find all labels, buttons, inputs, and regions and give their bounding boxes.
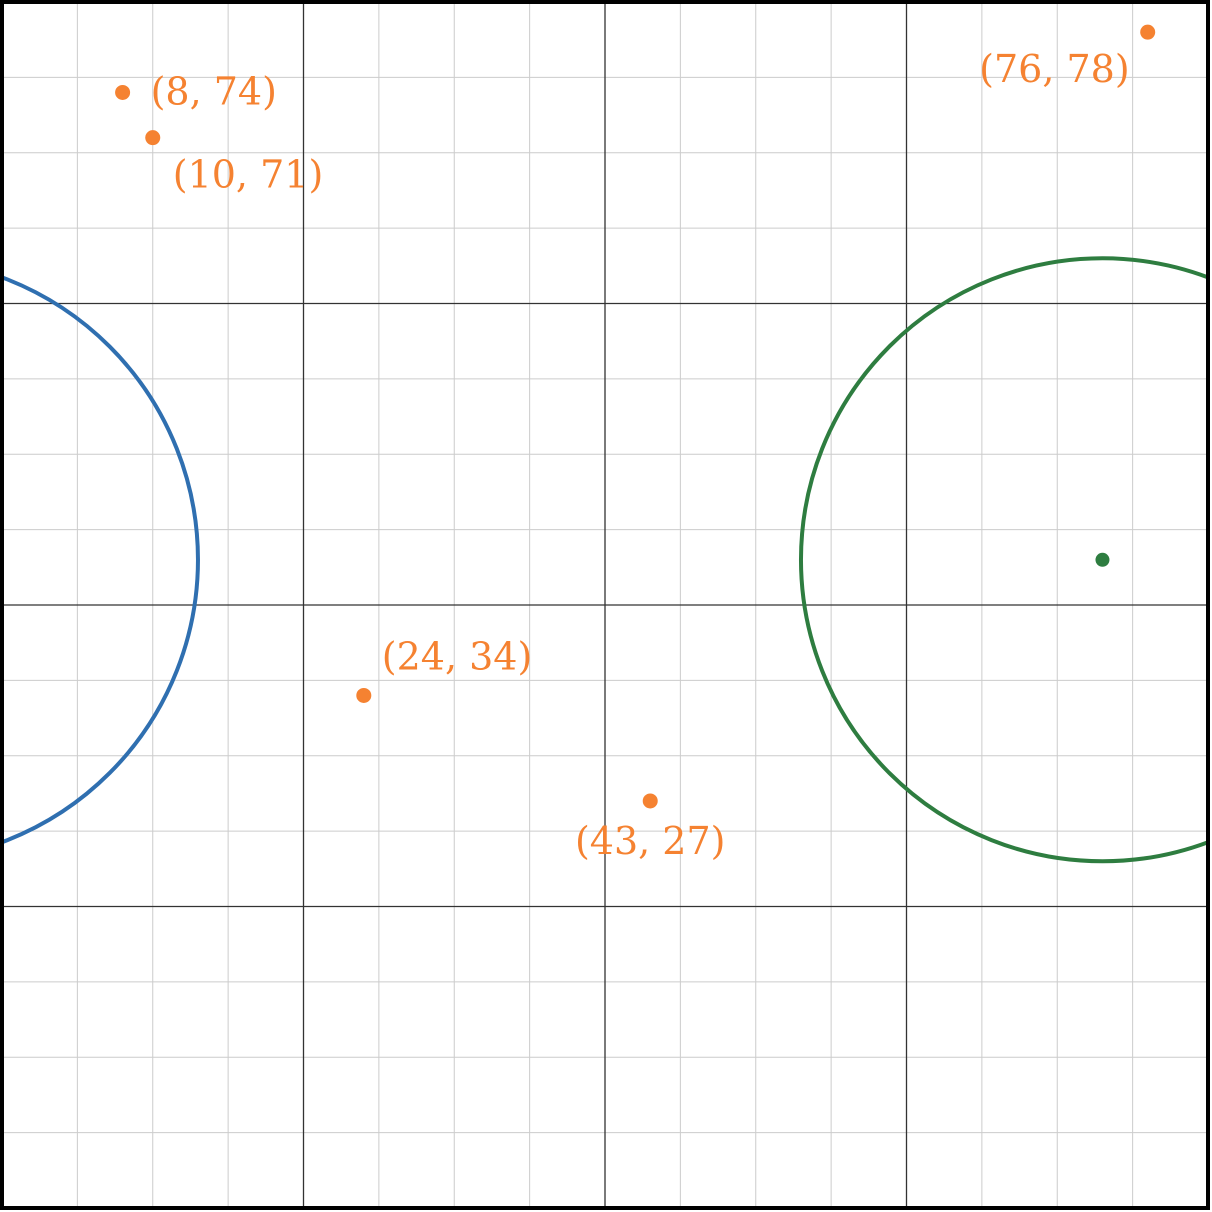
- data-point: [356, 687, 372, 703]
- point-label: (76, 78): [979, 47, 1130, 91]
- point-labels: (8, 74) (10, 71) (76, 78) (24, 34) (43, 27): [151, 47, 1130, 863]
- point-label: (10, 71): [173, 153, 324, 197]
- circles: [2, 256, 1208, 864]
- point-label: (24, 34): [382, 634, 533, 678]
- data-point: [145, 130, 161, 146]
- data-point: [115, 84, 131, 100]
- point-label: (8, 74): [151, 69, 277, 113]
- points: [115, 24, 1156, 809]
- point-label: (43, 27): [575, 819, 726, 863]
- blue-circle: [2, 275, 200, 845]
- green-circle: [799, 256, 1208, 864]
- data-point: [1140, 24, 1156, 40]
- data-point: [642, 793, 658, 809]
- green-circle-center-point: [1095, 552, 1110, 567]
